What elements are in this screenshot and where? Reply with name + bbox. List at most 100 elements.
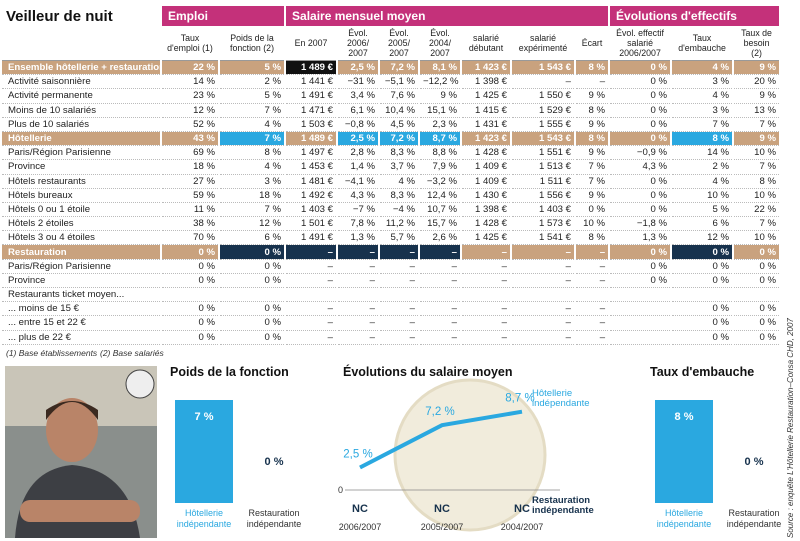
cell: –: [510, 330, 576, 345]
cell: 0 %: [670, 259, 734, 274]
cell: 18 %: [217, 188, 286, 203]
table-row: Paris/Région Parisienne 0 % 0 % – – – – – – –0 % 0…: [0, 259, 780, 274]
cell: 9 %: [732, 131, 780, 147]
cell: –: [574, 74, 610, 90]
cell: 7 %: [574, 159, 610, 175]
cell: 0 %: [574, 202, 610, 218]
cell: 0 %: [670, 301, 734, 317]
cell: 8 %: [217, 145, 286, 161]
cell: –: [284, 330, 338, 345]
cell: –: [336, 330, 380, 345]
cell: 8,3 %: [378, 188, 420, 203]
cell: –: [510, 273, 576, 289]
cell: 1 441 €: [284, 74, 338, 90]
table-row: Restauration 0 % 0 % – – – – – – –0 % 0 % 0 %: [0, 244, 780, 260]
cell: [284, 287, 338, 303]
row-label: Hôtels bureaux: [0, 188, 161, 203]
cell: 1,4 %: [336, 159, 380, 175]
cell: 3 %: [670, 74, 734, 90]
cell: –: [418, 301, 462, 317]
value-label: 7,2 %: [425, 406, 454, 418]
table-row: Province 0 % 0 % – – – – – – –0 % 0 % 0 %: [0, 273, 780, 289]
cell: 0 %: [670, 273, 734, 289]
cell: 8 %: [670, 131, 734, 147]
cell: 4 %: [217, 159, 286, 175]
value-label: NC: [434, 503, 450, 515]
column-label: En 2007: [284, 26, 338, 61]
cell: 0 %: [217, 301, 286, 317]
cell: 4 %: [670, 60, 734, 76]
column-label: Taux d'emploi (1): [160, 26, 219, 61]
cell: 1 425 €: [460, 88, 512, 104]
value-label: NC: [514, 503, 530, 515]
cell: 0 %: [217, 259, 286, 274]
row-label: Restauration: [0, 244, 161, 260]
cell: [217, 287, 286, 303]
cell: [510, 287, 576, 303]
cell: 4 %: [670, 174, 734, 189]
cell: 6,1 %: [336, 103, 380, 118]
cell: 0 %: [732, 330, 780, 345]
cell: 0 %: [670, 315, 734, 331]
row-label: Ensemble hôtellerie + restauration: [0, 60, 161, 76]
cell: 7 %: [574, 174, 610, 189]
cell: 1 398 €: [460, 202, 512, 218]
cell: 7,2 %: [378, 131, 420, 147]
cell: –: [336, 244, 380, 260]
cell: –: [510, 301, 576, 317]
table-row: Province 18 % 4 % 1 453 €1,4 % 3,7 % 7,9 % 1 4…: [0, 159, 780, 175]
table-row: Restaurants ticket moyen...: [0, 287, 780, 303]
row-label: Activité permanente: [0, 88, 161, 104]
category-label: Restauration indépendante: [727, 508, 782, 529]
cell: 0 %: [608, 74, 672, 90]
cell: –: [284, 301, 338, 317]
cell: 1 398 €: [460, 74, 512, 90]
cell: 4,5 %: [378, 117, 420, 132]
column-label: salarié débutant: [460, 26, 512, 61]
cell: 0 %: [217, 315, 286, 331]
data-table: Veilleur de nuit Emploi Salaire mensuel mo…: [0, 6, 780, 345]
cell: 15,7 %: [418, 216, 462, 232]
cell: 7 %: [732, 216, 780, 232]
cell: 2 %: [217, 74, 286, 90]
cell: –: [510, 74, 576, 90]
bar: [175, 400, 233, 503]
cell: −0,8 %: [336, 117, 380, 132]
cell: [670, 287, 734, 303]
cell: –: [460, 259, 512, 274]
cell: 1 543 €: [510, 60, 576, 76]
cell: [460, 287, 512, 303]
cell: −12,2 %: [418, 74, 462, 90]
cell: 2,5 %: [336, 60, 380, 76]
cell: –: [378, 301, 420, 317]
cell: –: [378, 315, 420, 331]
cell: –: [284, 259, 338, 274]
value-label: 2,5 %: [343, 449, 372, 461]
series-label: Hôtellerie indépendante: [532, 388, 590, 409]
table-row: Hôtels restaurants 27 % 3 % 1 481 € −4,1 % 4 …: [0, 174, 780, 189]
cell: 52 %: [160, 117, 219, 132]
cell: 0 %: [732, 315, 780, 331]
column-label: Évol. 2004/ 2007: [418, 26, 462, 61]
cell: 2,3 %: [418, 117, 462, 132]
row-label: Hôtels 3 ou 4 étoiles: [0, 230, 161, 246]
photo-window: [5, 366, 157, 426]
table-row: Hôtels 3 ou 4 étoiles 70 % 6 % 1 491 €1,3 %…: [0, 230, 780, 246]
cell: 1 471 €: [284, 103, 338, 118]
cell: 0 %: [608, 244, 672, 260]
chart-title: Taux d'embauche: [650, 365, 754, 379]
cell: 0 %: [732, 301, 780, 317]
cell: 1 497 €: [284, 145, 338, 161]
cell: 1 423 €: [460, 131, 512, 147]
cell: 1 431 €: [460, 117, 512, 132]
cell: 1 489 €: [284, 60, 338, 76]
cell: 2 %: [670, 159, 734, 175]
photo-clock: [125, 369, 155, 399]
cell: 6 %: [217, 230, 286, 246]
value-label: 0 %: [265, 456, 284, 468]
cell: 1 409 €: [460, 159, 512, 175]
line: [359, 409, 523, 470]
x-tick-label: 2006/2007: [339, 522, 382, 532]
cell: 0 %: [160, 259, 219, 274]
cell: 3 %: [670, 103, 734, 118]
